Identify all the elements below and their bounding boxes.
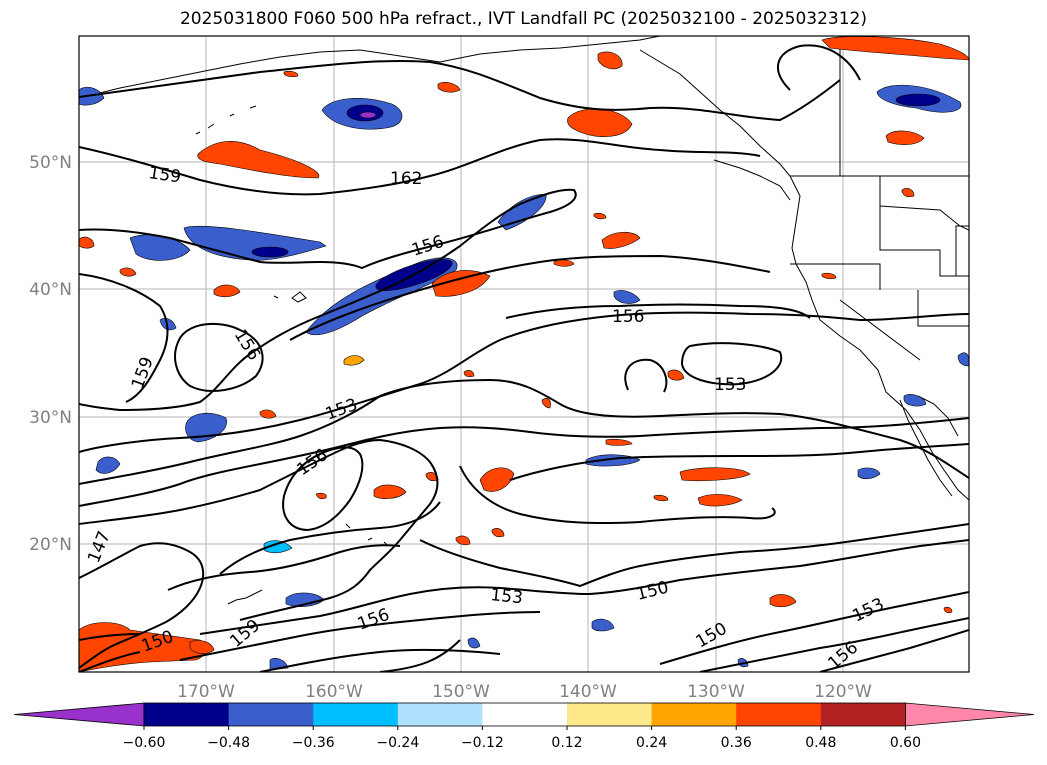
colorbar-extend-low bbox=[13, 702, 145, 727]
colorbar-extend-high bbox=[905, 702, 1035, 727]
lat-label: 50°N bbox=[29, 153, 72, 173]
contour-label: 153 bbox=[489, 585, 523, 608]
contours bbox=[79, 44, 969, 672]
coastlines bbox=[79, 36, 969, 605]
contour-label: 159 bbox=[147, 163, 182, 187]
colorbar-segment bbox=[397, 703, 483, 726]
contour-label: 162 bbox=[390, 169, 422, 189]
colorbar-segment bbox=[736, 703, 822, 726]
map-title: 2025031800 F060 500 hPa refract., IVT La… bbox=[179, 9, 867, 29]
contour-label: 156 bbox=[612, 307, 644, 327]
lon-label: 150°W bbox=[432, 682, 490, 702]
lon-label: 160°W bbox=[305, 682, 363, 702]
latitude-labels: 50°N 40°N 30°N 20°N bbox=[29, 153, 72, 555]
colorbar-segment bbox=[651, 703, 737, 726]
colorbar-segment bbox=[313, 703, 399, 726]
colorbar-tick-label: −0.60 bbox=[123, 735, 166, 751]
lat-label: 40°N bbox=[29, 280, 72, 300]
colorbar-tick-label: 0.12 bbox=[551, 735, 582, 751]
colorbar-tick-label: −0.36 bbox=[292, 735, 335, 751]
lon-label: 120°W bbox=[814, 682, 872, 702]
colorbar-tick-label: 0.60 bbox=[890, 735, 921, 751]
lon-label: 170°W bbox=[177, 682, 235, 702]
longitude-labels: 170°W 160°W 150°W 140°W 130°W 120°W bbox=[177, 682, 872, 702]
colorbar bbox=[13, 702, 1035, 727]
colorbar-segment bbox=[567, 703, 653, 726]
colorbar-segment bbox=[144, 703, 230, 726]
colorbar-tick-label: 0.24 bbox=[636, 735, 667, 751]
lat-label: 30°N bbox=[29, 408, 72, 428]
colorbar-tick-label: 0.36 bbox=[721, 735, 752, 751]
colorbar-segment bbox=[228, 703, 314, 726]
lon-label: 130°W bbox=[687, 682, 745, 702]
colorbar-tick-label: −0.24 bbox=[376, 735, 419, 751]
contour-label: 153 bbox=[714, 375, 746, 395]
map-border bbox=[78, 35, 970, 673]
colorbar-segment bbox=[482, 703, 568, 726]
refractivity-shading bbox=[79, 36, 969, 672]
colorbar-border bbox=[143, 702, 906, 727]
colorbar-tick-label: −0.12 bbox=[461, 735, 504, 751]
gridlines bbox=[79, 36, 969, 672]
colorbar-tick-label: −0.48 bbox=[207, 735, 250, 751]
colorbar-segment bbox=[820, 703, 906, 726]
lat-label: 20°N bbox=[29, 535, 72, 555]
colorbar-tick-label: 0.48 bbox=[805, 735, 836, 751]
colorbar-ticks: −0.60 −0.48 −0.36 −0.24 −0.12 0.12 0.24 0.36 0.4… bbox=[123, 726, 921, 751]
lon-label: 140°W bbox=[559, 682, 617, 702]
